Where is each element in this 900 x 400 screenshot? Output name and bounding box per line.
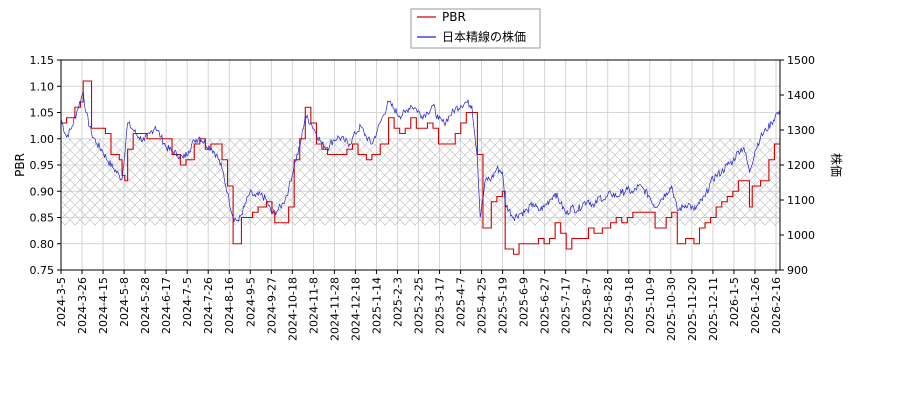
- x-tick-label: 2025-4-25: [476, 277, 489, 334]
- series-line-price: [61, 91, 780, 222]
- x-tick-label: 2024-7-5: [181, 277, 194, 327]
- x-tick-label: 2024-11-8: [307, 277, 320, 334]
- hatched-band: [61, 138, 780, 226]
- x-tick-label: 2025-2-3: [391, 277, 404, 327]
- x-tick-label: 2025-3-17: [434, 277, 447, 334]
- y-left-tick-label: 0.90: [30, 185, 55, 198]
- x-tick-label: 2024-7-26: [202, 277, 215, 334]
- y-left-tick-label: 1.15: [30, 54, 55, 67]
- y-axis-left-title: PBR: [13, 153, 27, 177]
- x-tick-label: 2024-12-18: [349, 277, 362, 341]
- y-left-tick-label: 0.85: [30, 212, 55, 225]
- y-left-tick-label: 1.05: [30, 107, 55, 120]
- legend-label-pbr: PBR: [442, 10, 466, 24]
- y-left-tick-label: 1.00: [30, 133, 55, 146]
- x-tick-label: 2025-9-18: [623, 277, 636, 334]
- x-tick-label: 2024-9-27: [265, 277, 278, 334]
- y-left-tick-label: 0.80: [30, 238, 55, 251]
- x-tick-label: 2024-3-26: [76, 277, 89, 334]
- y-left-tick-label: 0.95: [30, 159, 55, 172]
- x-tick-label: 2025-4-7: [455, 277, 468, 327]
- x-tick-label: 2025-10-30: [665, 277, 678, 341]
- x-tick-label: 2024-5-8: [118, 277, 131, 327]
- x-tick-label: 2024-10-18: [286, 277, 299, 341]
- x-tick-label: 2024-11-28: [328, 277, 341, 341]
- y-axis-right-title: 株価: [829, 153, 844, 177]
- y-right-tick-label: 900: [787, 264, 808, 277]
- y-right-tick-label: 1300: [787, 124, 815, 137]
- y-right-tick-label: 1400: [787, 89, 815, 102]
- x-tick-label: 2025-6-27: [539, 277, 552, 334]
- legend: PBR 日本精線の株価: [410, 8, 541, 49]
- x-tick-label: 2026-1-26: [749, 277, 762, 334]
- series-line-pbr: [61, 80, 780, 255]
- legend-label-price: 日本精線の株価: [442, 29, 526, 44]
- x-tick-label: 2025-10-9: [644, 277, 657, 334]
- y-right-tick-label: 1500: [787, 54, 815, 67]
- x-tick-label: 2024-5-28: [139, 277, 152, 334]
- x-tick-label: 2024-4-15: [97, 277, 110, 334]
- x-tick-label: 2024-8-16: [223, 277, 236, 334]
- x-tick-label: 2026-1-5: [728, 277, 741, 327]
- x-tick-label: 2025-12-11: [707, 277, 720, 341]
- x-tick-label: 2025-8-7: [581, 277, 594, 327]
- x-tick-label: 2025-7-17: [560, 277, 573, 334]
- x-tick-label: 2025-2-25: [413, 277, 426, 334]
- x-tick-label: 2025-8-28: [602, 277, 615, 334]
- y-left-tick-label: 0.75: [30, 264, 55, 277]
- y-right-tick-label: 1000: [787, 229, 815, 242]
- y-right-tick-label: 1100: [787, 194, 815, 207]
- legend-box: [410, 8, 541, 49]
- x-tick-label: 2025-6-9: [518, 277, 531, 327]
- x-tick-label: 2025-5-19: [497, 277, 510, 334]
- x-tick-label: 2024-9-5: [244, 277, 257, 327]
- x-tick-label: 2025-1-14: [370, 277, 383, 334]
- y-left-tick-label: 1.10: [30, 80, 55, 93]
- x-tick-label: 2024-6-17: [160, 277, 173, 334]
- x-tick-label: 2024-3-5: [55, 277, 68, 327]
- x-tick-label: 2025-11-20: [686, 277, 699, 341]
- x-tick-label: 2026-2-16: [770, 277, 783, 334]
- y-right-tick-label: 1200: [787, 159, 815, 172]
